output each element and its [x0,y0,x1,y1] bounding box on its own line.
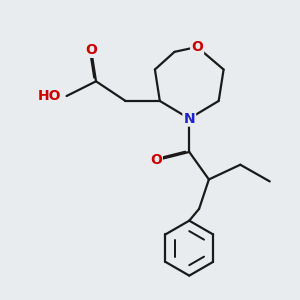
Text: HO: HO [38,89,62,103]
Text: O: O [150,153,162,167]
Text: O: O [85,43,97,57]
Text: N: N [183,112,195,126]
Text: O: O [191,40,203,54]
